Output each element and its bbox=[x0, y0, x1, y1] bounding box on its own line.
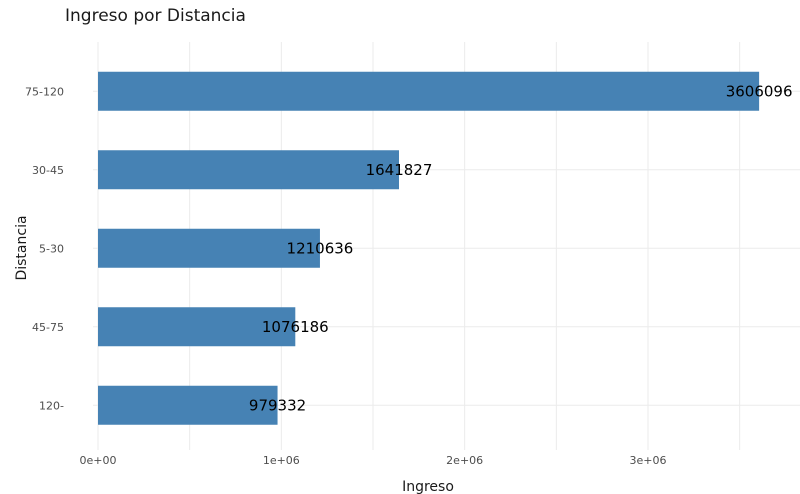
bar-45-75 bbox=[98, 307, 296, 347]
y-tick-label: 5-30 bbox=[39, 242, 64, 255]
x-tick-label: 0e+00 bbox=[80, 454, 117, 467]
x-tick-labels: 0e+00 1e+06 2e+06 3e+06 bbox=[80, 454, 667, 467]
x-axis-title: Ingreso bbox=[402, 479, 454, 494]
data-labels: 3606096 1641827 1210636 1076186 979332 bbox=[249, 82, 793, 414]
y-axis-title: Distancia bbox=[14, 215, 30, 280]
y-tick-label: 45-75 bbox=[32, 321, 64, 334]
bar-120- bbox=[98, 385, 278, 425]
data-label: 1076186 bbox=[262, 318, 329, 336]
bars bbox=[98, 71, 760, 425]
y-tick-labels: 75-120 30-45 5-30 45-75 120- bbox=[25, 85, 64, 412]
x-tick-label: 2e+06 bbox=[446, 454, 483, 467]
x-tick-label: 1e+06 bbox=[263, 454, 300, 467]
bar-75-120 bbox=[98, 71, 760, 111]
y-tick-label: 30-45 bbox=[32, 164, 64, 177]
data-label: 979332 bbox=[249, 396, 306, 414]
bar-30-45 bbox=[98, 150, 400, 190]
y-tick-label: 75-120 bbox=[25, 85, 64, 98]
bar-5-30 bbox=[98, 228, 320, 268]
y-tick-label: 120- bbox=[39, 399, 64, 412]
data-label: 1210636 bbox=[287, 239, 354, 257]
data-label: 3606096 bbox=[726, 82, 793, 100]
data-label: 1641827 bbox=[366, 161, 433, 179]
chart-title: Ingreso por Distancia bbox=[65, 6, 246, 26]
x-tick-label: 3e+06 bbox=[630, 454, 667, 467]
